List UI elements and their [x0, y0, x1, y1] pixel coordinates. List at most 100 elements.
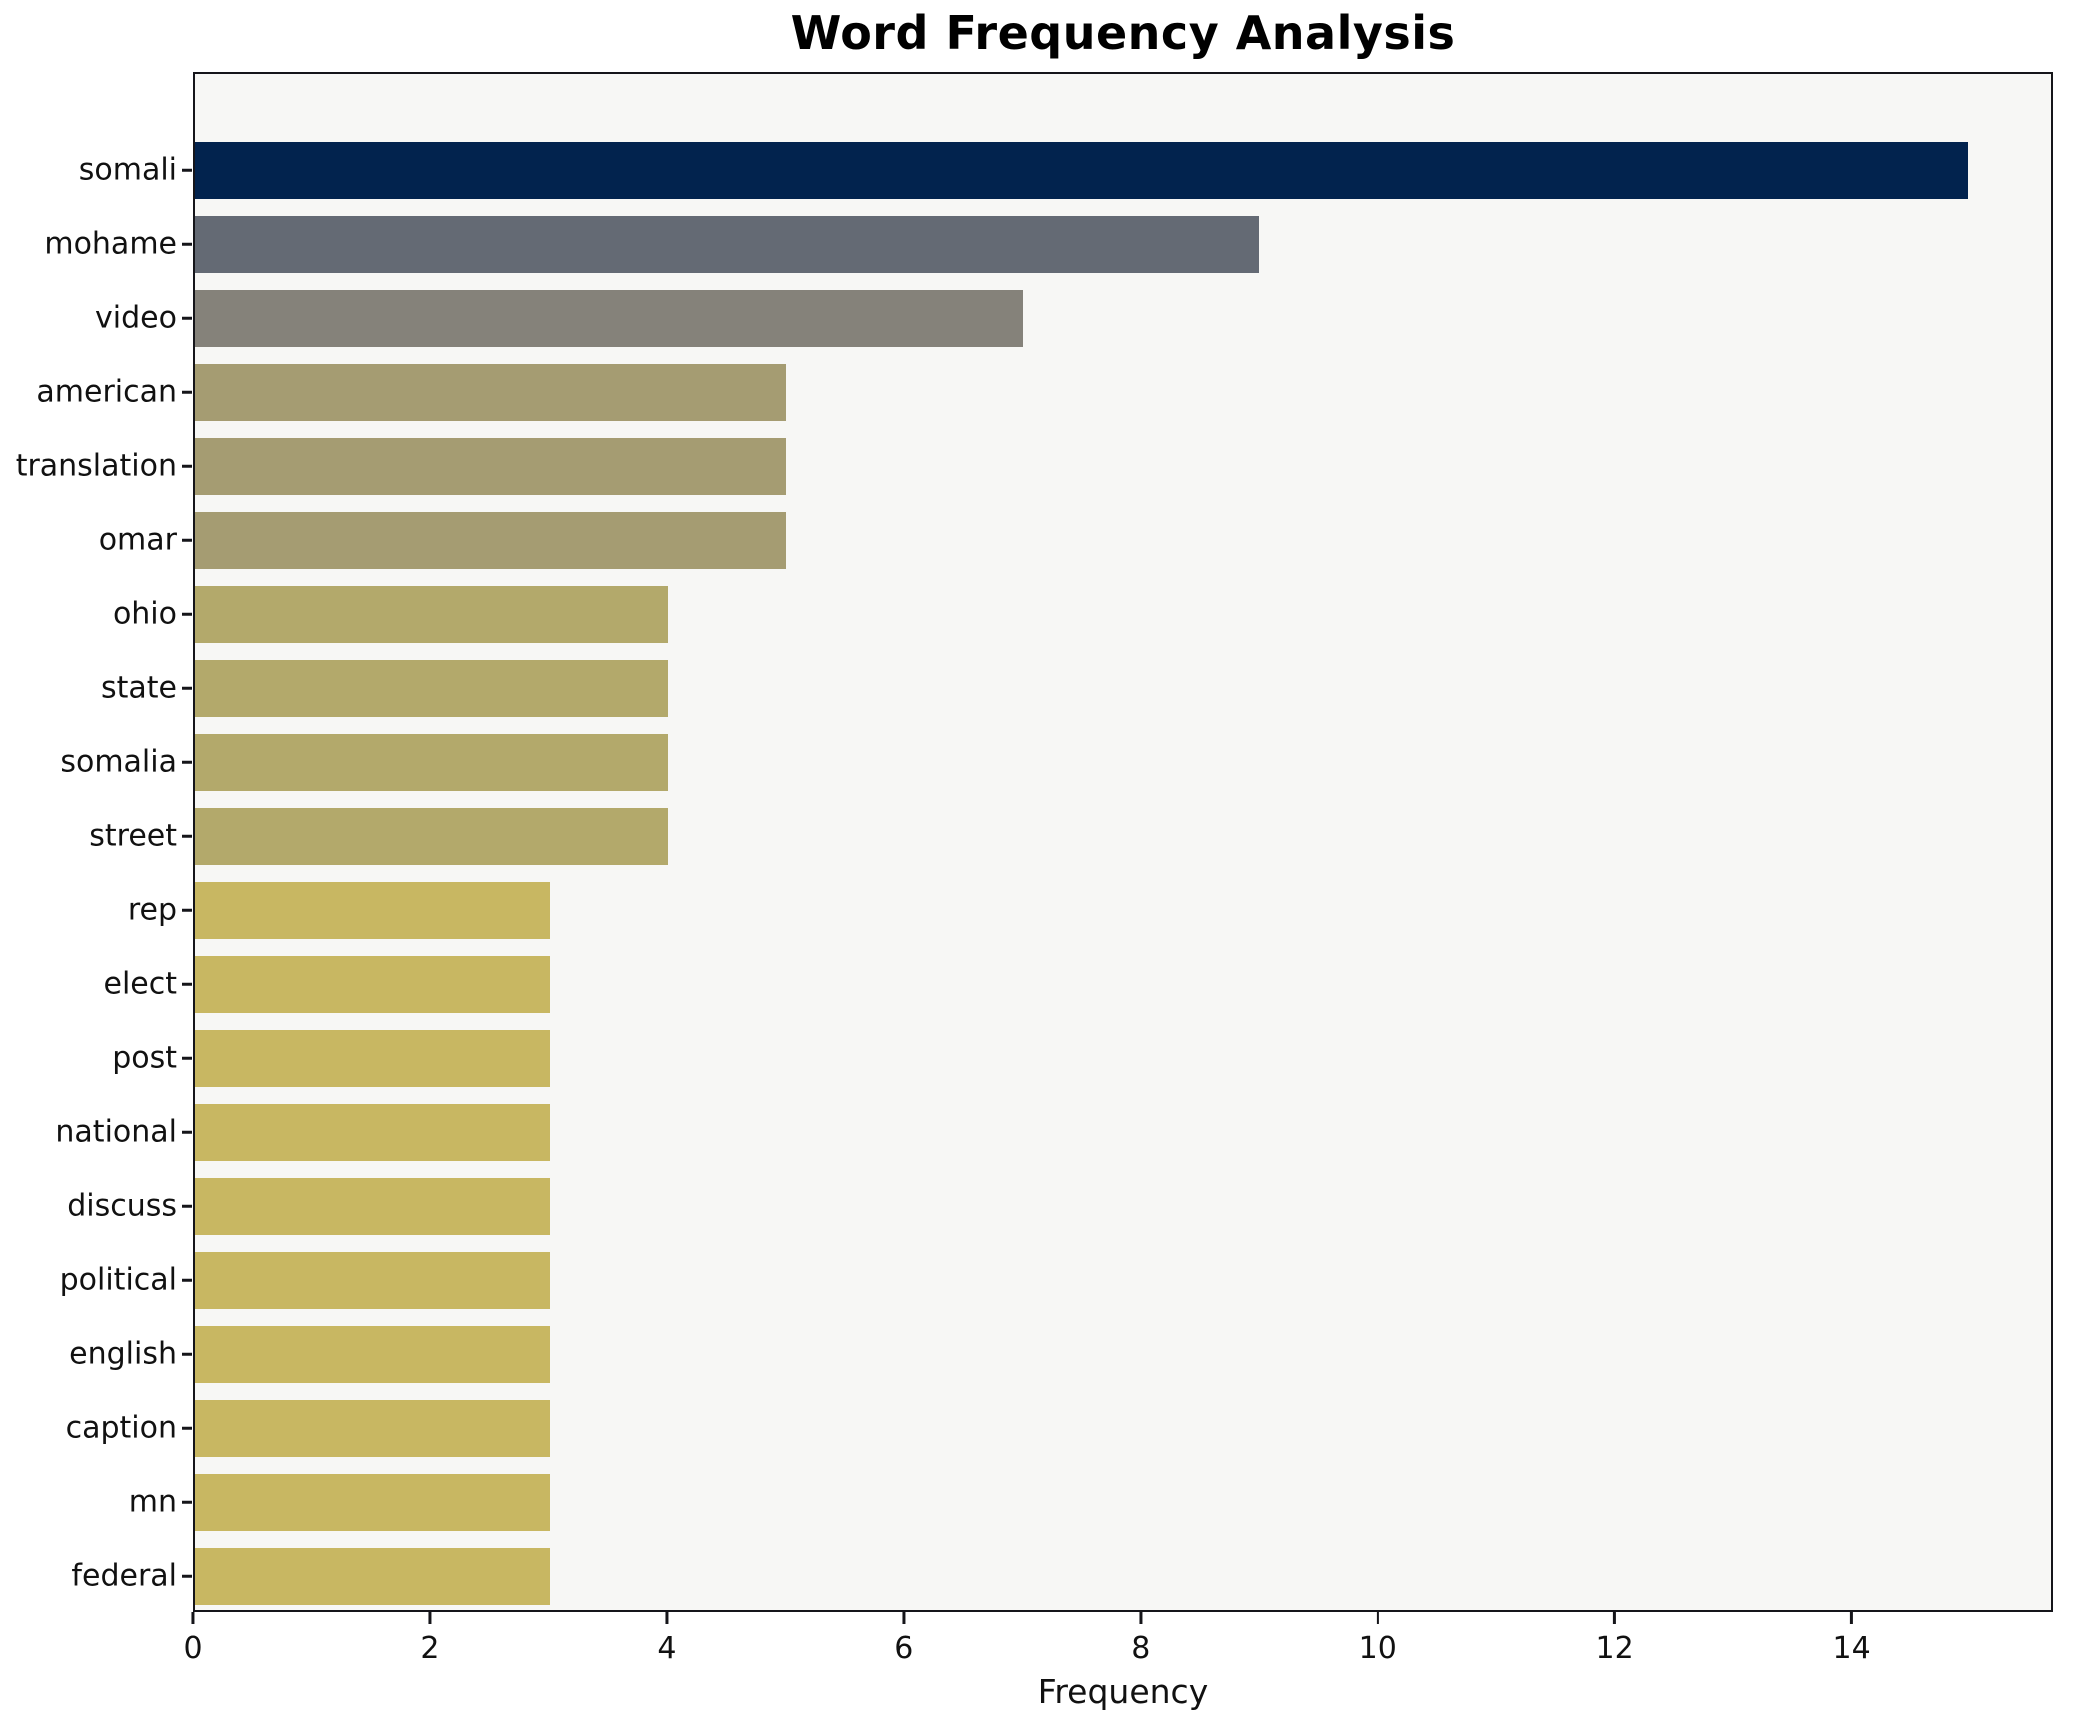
y-tick-mark	[182, 1426, 192, 1430]
bar-row: national	[55, 1095, 2051, 1169]
bar-row: street	[89, 799, 2051, 873]
x-tick-mark	[665, 1612, 669, 1624]
y-tick-mark	[182, 686, 192, 690]
y-tick-mark	[182, 834, 192, 838]
y-tick-mark	[182, 242, 192, 246]
bar-row: mohame	[44, 207, 2051, 281]
bar-caption	[195, 1399, 550, 1457]
bar-english	[195, 1325, 550, 1383]
category-label: political	[59, 1262, 177, 1298]
y-tick-mark	[182, 390, 192, 394]
category-label: rep	[127, 892, 177, 928]
category-label: translation	[15, 448, 177, 484]
bar-omar	[195, 511, 787, 569]
x-tick: 0	[183, 1612, 203, 1666]
y-tick-mark	[182, 1352, 192, 1356]
y-tick-mark	[182, 1278, 192, 1282]
x-tick: 6	[894, 1612, 913, 1666]
bar-national	[195, 1103, 550, 1161]
category-label: omar	[98, 522, 177, 558]
bar-federal	[195, 1547, 550, 1605]
bar-row: elect	[103, 947, 2051, 1021]
x-axis-label: Frequency	[1037, 1672, 1209, 1711]
x-tick-label: 0	[183, 1631, 203, 1666]
x-tick-mark	[428, 1612, 432, 1624]
bar-elect	[195, 955, 550, 1013]
x-tick: 12	[1596, 1612, 1634, 1666]
x-tick-mark	[1376, 1612, 1379, 1624]
bar-somalia	[195, 733, 668, 791]
y-tick-mark	[182, 908, 192, 912]
x-tick-label: 10	[1358, 1631, 1397, 1666]
bar-row: post	[112, 1021, 2051, 1095]
x-tick-mark	[1139, 1612, 1143, 1624]
bar-rep	[195, 881, 550, 939]
y-tick-mark	[182, 464, 192, 468]
y-tick-mark	[182, 1500, 192, 1504]
x-tick-label: 8	[1131, 1631, 1151, 1666]
y-tick-mark	[182, 1056, 192, 1060]
category-label: federal	[71, 1558, 177, 1594]
bar-row: omar	[99, 503, 2051, 577]
bar-row: federal	[71, 1539, 2051, 1613]
x-tick: 8	[1131, 1612, 1150, 1666]
chart-title: Word Frequency Analysis	[790, 6, 1456, 60]
x-tick-label: 2	[420, 1631, 440, 1666]
bar-row: english	[69, 1317, 2051, 1391]
category-label: mn	[128, 1484, 177, 1520]
x-tick-mark	[191, 1612, 195, 1624]
category-label: street	[89, 818, 177, 854]
x-tick: 10	[1359, 1612, 1397, 1666]
bar-row: american	[36, 355, 2051, 429]
x-tick-label: 6	[894, 1631, 914, 1666]
bar-translation	[195, 437, 787, 495]
bar-row: political	[60, 1243, 2051, 1317]
category-label: caption	[65, 1410, 177, 1446]
bar-state	[195, 659, 668, 717]
bar-row: discuss	[67, 1169, 2051, 1243]
category-label: post	[112, 1040, 177, 1076]
x-tick-label: 4	[657, 1631, 677, 1666]
x-tick: 2	[420, 1612, 439, 1666]
bar-american	[195, 363, 787, 421]
bar-street	[195, 807, 668, 865]
bar-row: caption	[66, 1391, 2051, 1465]
bar-row: rep	[128, 873, 2051, 947]
bar-mohame	[195, 215, 1259, 273]
y-tick-mark	[182, 538, 192, 542]
x-axis: 0 2 4 6 8 10 12 14	[183, 1612, 2053, 1682]
y-tick-mark	[182, 168, 192, 172]
bar-row: translation	[16, 429, 2051, 503]
x-tick-mark	[1613, 1612, 1616, 1624]
bar-video	[195, 289, 1023, 347]
y-tick-mark	[182, 1574, 192, 1578]
category-label: somalia	[60, 744, 177, 780]
x-tick-mark	[1850, 1612, 1853, 1624]
y-tick-mark	[182, 1204, 192, 1208]
bar-ohio	[195, 585, 668, 643]
bar-row: state	[101, 651, 2051, 725]
category-label: state	[101, 670, 177, 706]
category-label: national	[55, 1114, 177, 1150]
bar-row: somali	[79, 133, 2051, 207]
bar-mn	[195, 1473, 550, 1531]
bar-somali	[195, 141, 1969, 199]
category-label: american	[36, 374, 177, 410]
y-tick-mark	[182, 760, 192, 764]
bar-row: video	[95, 281, 2051, 355]
bar-discuss	[195, 1177, 550, 1235]
bar-row: ohio	[113, 577, 2051, 651]
y-tick-mark	[182, 612, 192, 616]
category-label: somali	[78, 152, 177, 188]
x-tick-label: 12	[1595, 1631, 1634, 1666]
category-label: mohame	[44, 226, 177, 262]
x-tick-label: 14	[1832, 1631, 1871, 1666]
category-label: video	[95, 300, 177, 336]
category-label: english	[69, 1336, 177, 1372]
category-label: discuss	[67, 1188, 177, 1224]
x-tick: 14	[1833, 1612, 1871, 1666]
bar-row: somalia	[60, 725, 2051, 799]
y-tick-mark	[182, 982, 192, 986]
bar-row: mn	[129, 1465, 2051, 1539]
